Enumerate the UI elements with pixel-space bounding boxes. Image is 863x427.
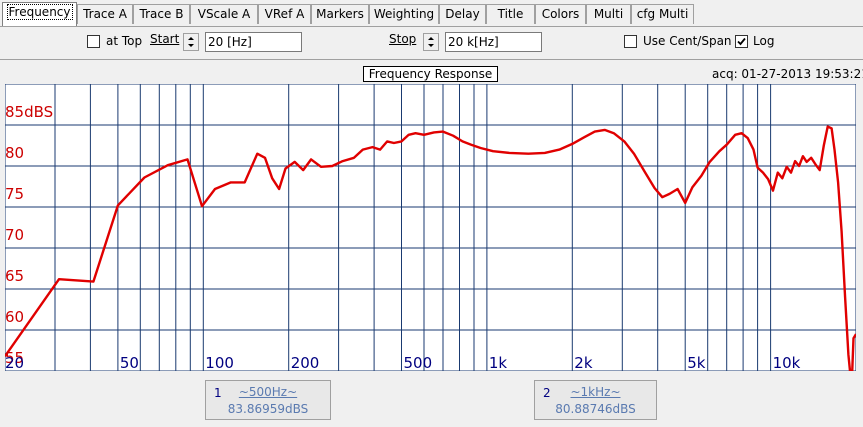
frequency-response-trace <box>5 125 856 371</box>
tab-title[interactable]: Title <box>486 4 535 24</box>
at-top-label: at Top <box>106 34 143 48</box>
start-spinner[interactable] <box>183 33 199 51</box>
y-tick-label: 55 <box>5 349 24 367</box>
spin-up-icon[interactable] <box>188 37 194 40</box>
tab-trace-a[interactable]: Trace A <box>77 4 133 24</box>
stop-spinner[interactable] <box>423 33 439 51</box>
tab-bar: Frequency Trace A Trace B VScale A VRef … <box>0 0 863 28</box>
start-frequency-input[interactable]: 20 [Hz] <box>205 32 302 52</box>
marker-number: 2 <box>543 386 551 400</box>
trace <box>5 125 856 371</box>
tab-cfg-multi[interactable]: cfg Multi <box>631 4 694 24</box>
marker-frequency[interactable]: ~500Hz~ <box>238 385 298 399</box>
tab-multi[interactable]: Multi <box>586 4 631 24</box>
y-tick-label: 85dBS <box>5 103 53 121</box>
x-tick-label: 100 <box>205 354 234 371</box>
spin-up-icon[interactable] <box>428 37 434 40</box>
x-tick-label: 2k <box>574 354 593 371</box>
spin-down-icon[interactable] <box>428 44 434 47</box>
y-tick-label: 65 <box>5 267 24 285</box>
log-checkbox[interactable] <box>735 35 748 48</box>
x-tick-label: 5k <box>687 354 706 371</box>
spin-down-icon[interactable] <box>188 44 194 47</box>
y-tick-label: 70 <box>5 226 24 244</box>
tab-weighting[interactable]: Weighting <box>369 4 439 24</box>
tab-delay[interactable]: Delay <box>439 4 486 24</box>
y-tick-label: 60 <box>5 308 24 326</box>
marker-2-readout[interactable]: 2 ~1kHz~ 80.88746dBS <box>534 380 657 420</box>
log-label: Log <box>753 34 775 48</box>
tab-colors[interactable]: Colors <box>535 4 586 24</box>
chart-title: Frequency Response <box>363 66 498 82</box>
stop-label: Stop <box>389 32 417 46</box>
x-tick-label: 1k <box>489 354 508 371</box>
marker-value: 83.86959dBS <box>227 402 309 416</box>
tab-vref-a[interactable]: VRef A <box>258 4 311 24</box>
start-label: Start <box>150 32 180 46</box>
x-tick-label: 20 <box>5 354 24 371</box>
marker-value: 80.88746dBS <box>555 402 636 416</box>
marker-1-readout[interactable]: 1 ~500Hz~ 83.86959dBS <box>205 380 331 420</box>
x-tick-label: 500 <box>404 354 433 371</box>
stop-frequency-input[interactable]: 20 k[Hz] <box>445 32 542 52</box>
use-cent-span-label: Use Cent/Span <box>643 34 732 48</box>
checkmark-icon <box>737 37 746 46</box>
tab-markers[interactable]: Markers <box>311 4 369 24</box>
marker-frequency[interactable]: ~1kHz~ <box>570 385 621 399</box>
grid <box>5 84 856 371</box>
x-tick-label: 10k <box>773 354 801 371</box>
x-tick-label: 200 <box>291 354 320 371</box>
separator <box>0 59 863 60</box>
at-top-checkbox[interactable] <box>87 35 100 48</box>
y-tick-label: 75 <box>5 185 24 203</box>
marker-number: 1 <box>214 386 222 400</box>
frequency-panel <box>0 26 863 427</box>
y-tick-label: 80 <box>5 144 24 162</box>
acquisition-timestamp: acq: 01-27-2013 19:53:21 <box>712 67 863 81</box>
use-cent-span-checkbox[interactable] <box>624 35 637 48</box>
x-tick-label: 50 <box>120 354 139 371</box>
tab-trace-b[interactable]: Trace B <box>133 4 190 24</box>
plot-background <box>5 84 856 371</box>
tab-vscale-a[interactable]: VScale A <box>190 4 258 24</box>
tab-frequency[interactable]: Frequency <box>2 2 77 26</box>
